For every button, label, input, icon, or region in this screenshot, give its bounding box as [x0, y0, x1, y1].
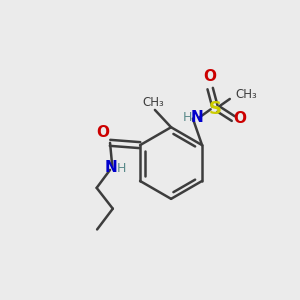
Text: O: O: [204, 69, 217, 84]
Text: O: O: [97, 125, 110, 140]
Text: O: O: [234, 111, 247, 126]
Text: S: S: [208, 100, 221, 118]
Text: CH₃: CH₃: [236, 88, 257, 101]
Text: N: N: [190, 110, 203, 125]
Text: N: N: [105, 160, 118, 175]
Text: CH₃: CH₃: [143, 96, 165, 109]
Text: H: H: [116, 162, 126, 175]
Text: H: H: [182, 111, 192, 124]
